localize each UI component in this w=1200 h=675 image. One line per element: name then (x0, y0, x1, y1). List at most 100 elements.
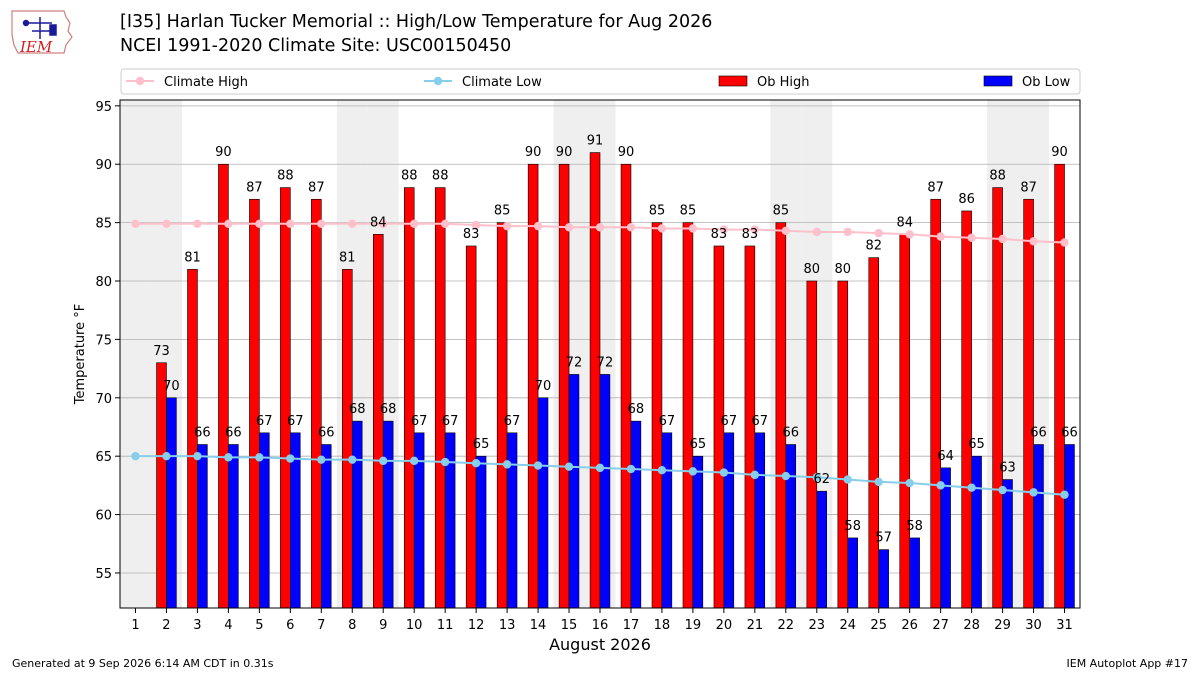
xtick-label-21: 21 (747, 618, 764, 633)
legend-box (120, 68, 1081, 95)
chart-subtitle: NCEI 1991-2020 Climate Site: USC00150450 (120, 36, 512, 56)
xtick-label-7: 7 (317, 618, 325, 633)
xtick-label-31: 31 (1056, 618, 1073, 633)
climate-high-point-26 (905, 230, 914, 239)
xtick-label-26: 26 (901, 618, 918, 633)
ob-low-label-30: 66 (1030, 426, 1047, 441)
ob-low-label-29: 63 (999, 461, 1016, 476)
ob-low-label-13: 67 (504, 414, 521, 429)
ob-high-bar-10 (403, 187, 415, 609)
ob-low-label-16: 72 (597, 355, 614, 370)
ob-high-legend-label: Ob High (757, 75, 810, 90)
ob-high-label-18: 85 (649, 204, 666, 219)
xtick-label-25: 25 (870, 618, 887, 633)
xtick-label-24: 24 (839, 618, 856, 633)
ob-low-label-18: 67 (659, 414, 676, 429)
legend: Climate High Climate Low Ob High Ob Low (120, 68, 1081, 95)
ob-high-bar-8 (342, 269, 353, 609)
climate-low-point-31 (1060, 490, 1069, 499)
xtick-label-8: 8 (348, 618, 356, 633)
climate-low-point-24 (843, 475, 852, 484)
ytick-label-70: 70 (95, 392, 112, 407)
ob-high-bar-6 (280, 187, 291, 609)
ob-high-label-5: 87 (246, 180, 263, 195)
xtick-label-1: 1 (131, 618, 139, 633)
ytick-label-75: 75 (95, 333, 112, 348)
climate-low-point-9 (379, 456, 388, 466)
ob-high-label-17: 90 (618, 145, 635, 160)
climate-high-point-18 (657, 224, 667, 233)
climate-high-point-4 (224, 219, 233, 228)
ob-low-bar-12 (475, 455, 487, 609)
ob-high-label-23: 80 (804, 262, 821, 277)
climate-high-point-5 (255, 219, 264, 228)
ytick-label-80: 80 (95, 275, 112, 290)
ob-low-bar-15 (568, 374, 580, 609)
ob-high-bar-19 (682, 222, 694, 609)
ob-low-bar-7 (320, 444, 332, 609)
climate-high-point-6 (286, 219, 295, 228)
ob-low-bar-21 (754, 432, 766, 609)
ob-low-label-26: 58 (906, 519, 923, 534)
weekend-band-1 (120, 100, 151, 608)
ob-low-bar-28 (971, 455, 982, 609)
ob-low-bar-17 (630, 420, 642, 609)
ob-high-bar-23 (806, 280, 818, 609)
weather-station-icon (22, 17, 57, 39)
ob-high-legend-swatch (718, 75, 748, 87)
climate-low-point-4 (224, 453, 233, 462)
ob-high-label-9: 84 (370, 215, 387, 230)
ob-low-label-4: 66 (225, 426, 242, 441)
logo-text: IEM (19, 38, 53, 56)
ob-high-bar-26 (899, 233, 910, 609)
ob-low-bar-3 (197, 444, 208, 609)
ob-low-label-24: 58 (844, 519, 861, 534)
climate-high-point-14 (533, 221, 543, 231)
climate-low-point-19 (688, 467, 698, 476)
xtick-label-29: 29 (994, 618, 1011, 633)
ytick-label-55: 55 (95, 567, 112, 582)
xtick-label-6: 6 (286, 618, 294, 633)
ob-low-label-20: 67 (721, 414, 738, 429)
climate-low-point-17 (626, 464, 636, 474)
climate-low-point-1 (131, 451, 140, 461)
ob-low-label-5: 67 (256, 414, 273, 429)
climate-high-point-9 (379, 219, 388, 228)
climate-low-point-2 (162, 451, 171, 461)
ob-low-label-12: 65 (473, 437, 490, 452)
climate-low-point-27 (936, 481, 945, 490)
ob-low-label-19: 65 (690, 437, 707, 452)
climate-high-point-22 (781, 226, 791, 235)
climate-high-point-25 (874, 228, 883, 238)
climate-high-point-21 (750, 225, 760, 234)
ob-high-label-25: 82 (865, 239, 882, 254)
ob-low-label-31: 66 (1061, 426, 1078, 441)
xtick-label-14: 14 (530, 618, 547, 633)
climate-low-legend-marker (433, 76, 443, 86)
climate-high-point-1 (131, 219, 140, 228)
xtick-label-18: 18 (654, 618, 671, 633)
xtick-label-13: 13 (499, 618, 516, 633)
ob-high-label-27: 87 (927, 180, 944, 195)
climate-high-point-11 (440, 219, 450, 228)
climate-low-point-28 (967, 483, 976, 492)
generated-note: Generated at 9 Sep 2026 6:14 AM CDT in 0… (12, 657, 274, 670)
xtick-label-2: 2 (162, 618, 170, 633)
ob-high-label-4: 90 (215, 145, 232, 160)
y-axis-label: Temperature °F (73, 304, 88, 405)
ob-low-bar-31 (1064, 444, 1075, 609)
ob-high-label-21: 83 (742, 227, 759, 242)
ob-low-bar-29 (1002, 479, 1013, 609)
climate-low-point-15 (564, 462, 574, 471)
xtick-label-3: 3 (193, 618, 201, 633)
ob-high-bar-29 (992, 187, 1003, 609)
ob-low-label-15: 72 (566, 355, 583, 370)
ob-high-bar-11 (434, 187, 446, 609)
ob-low-label-27: 64 (937, 449, 954, 464)
app-note: IEM Autoplot App #17 (1066, 657, 1189, 670)
ob-low-bar-18 (661, 432, 673, 609)
ob-low-bar-19 (692, 455, 704, 609)
climate-high-point-7 (317, 219, 326, 228)
xtick-label-9: 9 (379, 618, 387, 633)
xtick-label-4: 4 (224, 618, 232, 633)
